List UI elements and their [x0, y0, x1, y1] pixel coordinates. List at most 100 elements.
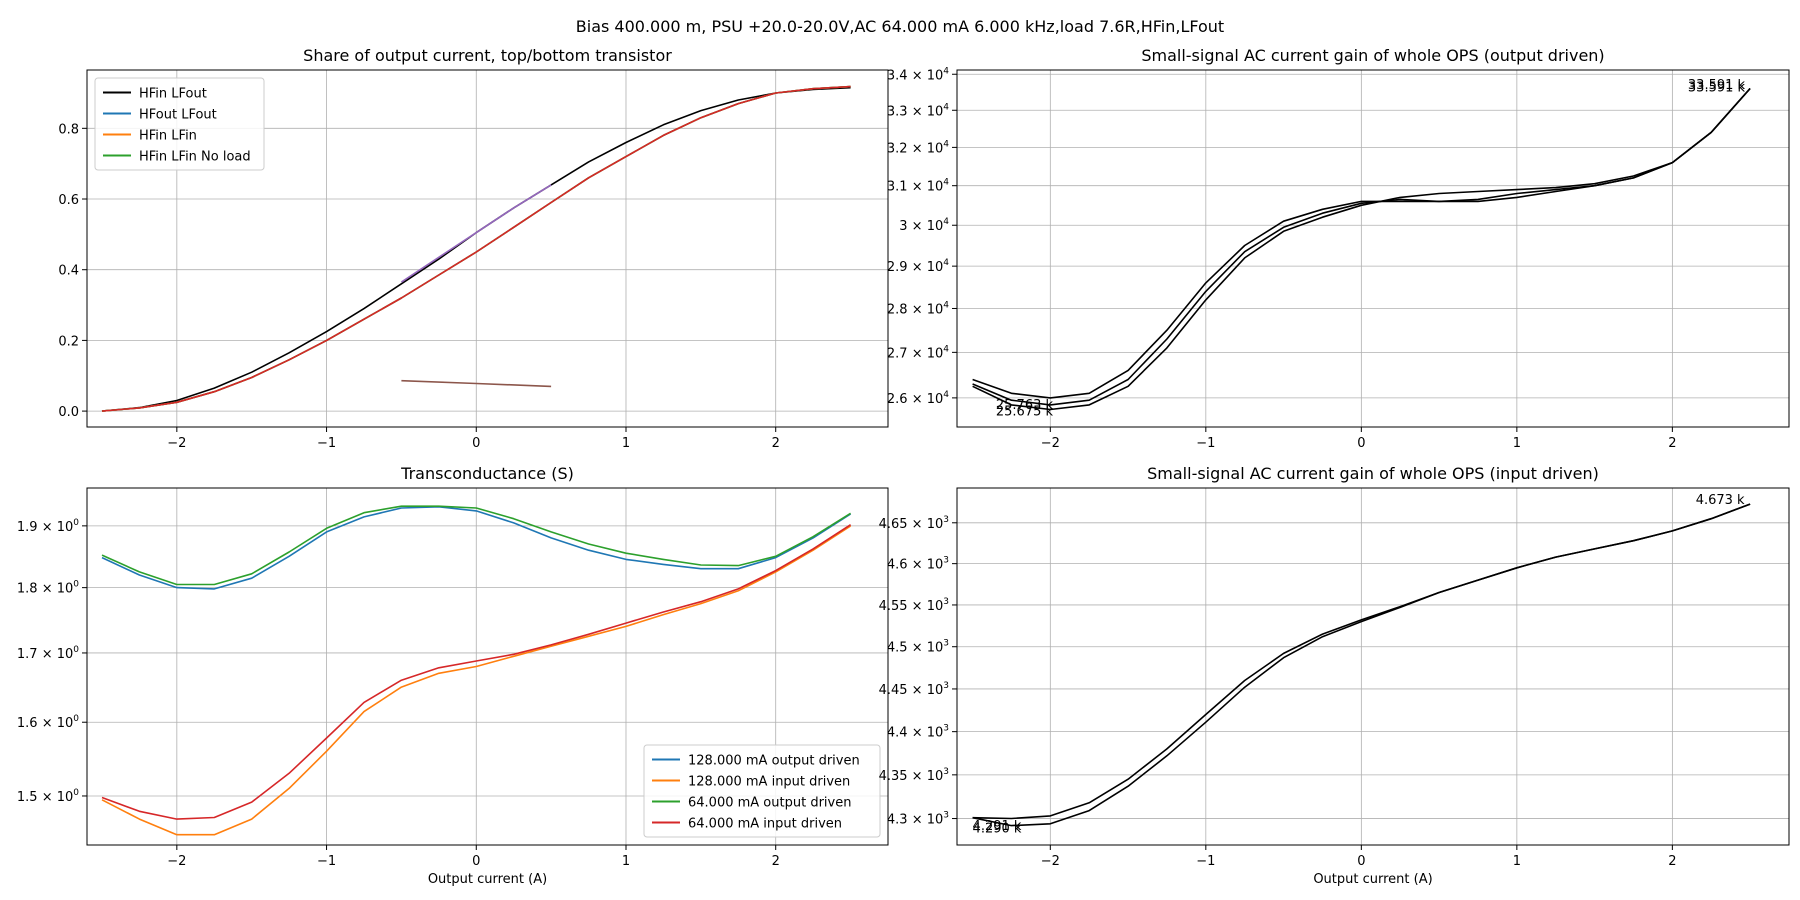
series-line-1 — [101, 525, 852, 836]
x-tick-label: −1 — [317, 436, 336, 451]
y-tick-exponent: 3 — [943, 724, 949, 734]
y-tick-label: 1.9 × 100 — [17, 518, 79, 535]
figure-suptitle: Bias 400.000 m, PSU +20.0-20.0V,AC 64.00… — [576, 17, 1224, 36]
y-tick-exponent: 4 — [943, 258, 949, 268]
annotation-label: 33.591 k — [1688, 78, 1746, 93]
y-tick-mantissa: 2.8 × 10 — [887, 302, 943, 317]
y-tick-mantissa: 3.2 × 10 — [887, 141, 943, 156]
y-tick-label: 1.6 × 100 — [17, 714, 79, 731]
y-tick-label: 0.6 — [58, 193, 79, 208]
y-tick-label: 2.6 × 104 — [887, 390, 949, 407]
x-tick-label: −2 — [167, 436, 186, 451]
y-tick-label: 4.6 × 103 — [887, 556, 949, 573]
y-tick-mantissa: 2.9 × 10 — [887, 260, 943, 275]
y-tick-label: 0.4 — [58, 264, 79, 279]
chart-share-of-output-current: Share of output current, top/bottom tran… — [58, 46, 889, 451]
y-tick-label: 3.2 × 104 — [887, 139, 949, 156]
y-tick-mantissa: 4.3 × 10 — [887, 813, 943, 828]
x-tick-label: −2 — [1041, 854, 1060, 869]
x-tick-label: 0 — [1357, 436, 1365, 451]
y-tick-label: 0.2 — [58, 334, 79, 349]
y-tick-mantissa: 1.5 × 10 — [17, 790, 73, 805]
y-tick-exponent: 4 — [943, 390, 949, 400]
y-tick-mantissa: 4.65 × 10 — [879, 517, 944, 532]
y-tick-exponent: 0 — [73, 714, 79, 724]
series-line-4 — [101, 85, 851, 412]
chart-title: Transconductance (S) — [400, 464, 574, 483]
x-axis-label: Output current (A) — [1313, 872, 1432, 887]
x-tick-label: 1 — [1513, 854, 1521, 869]
x-tick-label: −2 — [167, 854, 186, 869]
y-tick-label: 1.8 × 100 — [17, 580, 79, 597]
annotation-label: 4.291 k — [973, 819, 1022, 834]
axes-frame — [956, 69, 1790, 428]
y-tick-label: 3.3 × 104 — [887, 102, 949, 119]
y-tick-exponent: 4 — [943, 178, 949, 188]
y-tick-exponent: 0 — [73, 788, 79, 798]
annotation-label: 25.675 k — [996, 405, 1054, 420]
y-tick-mantissa: 3.3 × 10 — [887, 104, 943, 119]
legend-label: 128.000 mA input driven — [688, 775, 850, 790]
y-tick-exponent: 4 — [943, 300, 949, 310]
x-axis-label: Output current (A) — [428, 872, 547, 887]
y-tick-label: 1.7 × 100 — [17, 645, 79, 662]
chart-title: Small-signal AC current gain of whole OP… — [1147, 464, 1599, 483]
y-tick-exponent: 0 — [73, 645, 79, 655]
series-line-6 — [401, 379, 552, 388]
chart-ac-gain-input-driven: Small-signal AC current gain of whole OP… — [879, 464, 1790, 887]
y-tick-label: 0.8 — [58, 122, 79, 137]
series-line-3 — [101, 524, 852, 820]
legend-label: 64.000 mA output driven — [688, 796, 851, 811]
series-line-2 — [972, 87, 1751, 411]
x-tick-label: −1 — [1196, 854, 1215, 869]
series-line-2 — [101, 505, 852, 586]
x-tick-label: −1 — [317, 854, 336, 869]
legend-label: 64.000 mA input driven — [688, 817, 842, 832]
chart-title: Share of output current, top/bottom tran… — [303, 46, 672, 65]
y-tick-exponent: 3 — [943, 639, 949, 649]
annotation-label: 4.673 k — [1696, 493, 1745, 508]
legend-label: HFout LFout — [139, 108, 217, 123]
x-tick-label: −1 — [1196, 436, 1215, 451]
x-tick-label: 0 — [472, 436, 480, 451]
y-tick-mantissa: 2.7 × 10 — [887, 346, 943, 361]
annotation-label: 33.591 k — [1688, 80, 1746, 95]
y-tick-mantissa: 4.6 × 10 — [887, 558, 943, 573]
legend-label: 128.000 mA output driven — [688, 754, 860, 769]
y-tick-exponent: 4 — [943, 217, 949, 227]
y-tick-mantissa: 3 × 10 — [899, 219, 943, 234]
y-tick-label: 3.4 × 104 — [887, 66, 949, 83]
annotation-label: 25.763 k — [996, 398, 1054, 413]
y-tick-exponent: 3 — [943, 811, 949, 821]
legend-box — [94, 77, 265, 171]
y-tick-label: 3 × 104 — [899, 217, 949, 234]
chart-transconductance: Transconductance (S)−2 −1 0 1 21.5 × 1001.6 … — [17, 464, 889, 887]
axes-frame — [956, 487, 1790, 846]
y-tick-mantissa: 4.4 × 10 — [887, 726, 943, 741]
y-tick-label: 4.35 × 103 — [879, 767, 949, 784]
y-tick-exponent: 3 — [943, 556, 949, 566]
legend-box — [643, 744, 881, 838]
y-tick-mantissa: 3.1 × 10 — [887, 180, 943, 195]
x-tick-label: 2 — [772, 854, 780, 869]
y-tick-label: 4.3 × 103 — [887, 811, 949, 828]
y-tick-label: 4.65 × 103 — [879, 515, 949, 532]
y-tick-mantissa: 2.6 × 10 — [887, 392, 943, 407]
y-tick-label: 2.7 × 104 — [887, 344, 949, 361]
series-line-0 — [101, 506, 852, 590]
series-line-5 — [400, 184, 552, 283]
y-tick-label: 4.5 × 103 — [887, 639, 949, 656]
y-tick-exponent: 3 — [943, 681, 949, 691]
y-tick-exponent: 3 — [943, 515, 949, 525]
y-tick-label: 2.9 × 104 — [887, 258, 949, 275]
series-line-1 — [972, 503, 1751, 827]
x-tick-label: 2 — [1668, 436, 1676, 451]
x-tick-label: −2 — [1041, 436, 1060, 451]
x-tick-label: 1 — [1513, 436, 1521, 451]
y-tick-label: 4.55 × 103 — [879, 597, 949, 614]
y-tick-mantissa: 3.4 × 10 — [887, 68, 943, 83]
y-tick-mantissa: 1.9 × 10 — [17, 520, 73, 535]
y-tick-label: 1.5 × 100 — [17, 788, 79, 805]
y-tick-mantissa: 4.45 × 10 — [879, 683, 944, 698]
